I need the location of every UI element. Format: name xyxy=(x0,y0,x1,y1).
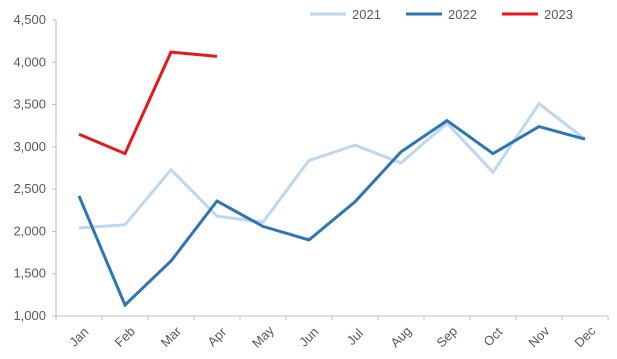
series-line-2022 xyxy=(77,118,586,308)
legend-label: 2022 xyxy=(448,7,477,22)
series-lines xyxy=(77,50,586,308)
y-axis-ticks: 1,000 1,500 2,000 2,500 3,000 3,500 4,000 4,500 xyxy=(13,12,56,323)
x-axis-ticks: Jan Feb Mar Apr May Jun Jul Aug Sep Oct Nov Dec xyxy=(55,316,609,351)
chart-legend: 2021 2022 2023 xyxy=(310,7,573,22)
series-line-2021 xyxy=(78,101,586,230)
x-tick-label: Feb xyxy=(112,324,138,350)
x-tick-label: Dec xyxy=(571,323,598,350)
x-tick-label: Sep xyxy=(433,323,460,350)
axes xyxy=(55,20,608,317)
x-tick-label: May xyxy=(249,322,277,350)
y-tick-label: 3,500 xyxy=(13,97,46,112)
legend-label: 2023 xyxy=(544,7,573,22)
x-tick-label: Aug xyxy=(387,323,414,350)
x-tick-label: Mar xyxy=(158,323,185,350)
x-tick-label: Oct xyxy=(480,324,505,349)
series-line-2023 xyxy=(78,50,218,156)
y-tick-label: 1,500 xyxy=(13,266,46,281)
x-tick-label: Apr xyxy=(204,324,229,349)
x-tick-label: Jul xyxy=(344,326,366,348)
y-tick-label: 1,000 xyxy=(13,308,46,323)
x-tick-label: Nov xyxy=(525,323,552,350)
y-tick-label: 2,500 xyxy=(13,181,46,196)
y-tick-label: 4,500 xyxy=(13,12,46,27)
y-tick-label: 4,000 xyxy=(13,54,46,69)
x-tick-label: Jun xyxy=(296,324,321,349)
legend-label: 2021 xyxy=(352,7,381,22)
x-tick-label: Jan xyxy=(66,324,91,349)
y-tick-label: 2,000 xyxy=(13,223,46,238)
y-tick-label: 3,000 xyxy=(13,139,46,154)
